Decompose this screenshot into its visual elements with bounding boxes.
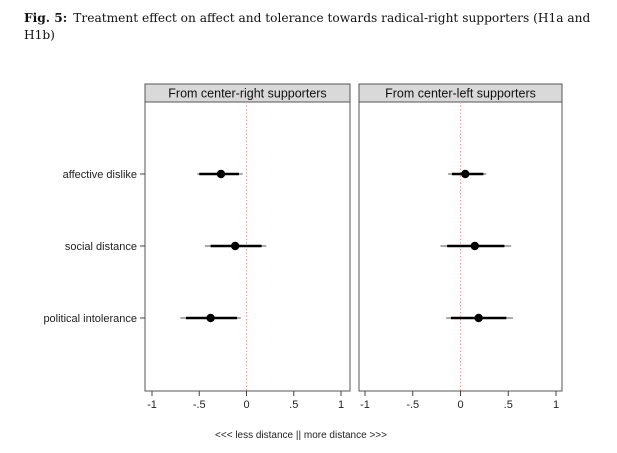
y-category-label: political intolerance [43, 313, 137, 325]
panel-title-1: From center-right supporters [168, 87, 326, 101]
point-estimate [216, 169, 226, 179]
x-tick-label: .5 [289, 399, 298, 411]
point-estimate [461, 169, 470, 179]
figure-caption-text: Treatment effect on affect and tolerance… [24, 11, 591, 42]
x-tick-label: 1 [553, 399, 559, 411]
figure-caption: Fig. 5: Treatment effect on affect and to… [24, 10, 594, 44]
figure-label: Fig. 5: [24, 11, 68, 25]
x-tick-label: -.5 [193, 399, 206, 411]
point-estimate [230, 241, 240, 251]
point-estimate [206, 313, 215, 323]
panel-strip-1 [144, 83, 351, 103]
x-tick-label: 1 [338, 399, 344, 411]
x-tick-label: 0 [457, 399, 463, 411]
x-axis-label: <<< less distance || more distance >>> [215, 430, 387, 441]
x-tick-label: -1 [147, 399, 157, 411]
panel-frame-1 [144, 83, 351, 392]
panel-frame-2 [358, 83, 563, 392]
panel-title-2: From center-left supporters [385, 87, 536, 101]
x-tick-label: .5 [504, 399, 513, 411]
x-tick-label: -.5 [406, 399, 419, 411]
point-estimate [474, 313, 483, 323]
y-category-label: affective dislike [63, 169, 137, 181]
y-category-label: social distance [65, 241, 137, 253]
x-tick-label: 0 [243, 399, 249, 411]
x-tick-label: -1 [360, 399, 370, 411]
point-estimate [470, 241, 480, 251]
